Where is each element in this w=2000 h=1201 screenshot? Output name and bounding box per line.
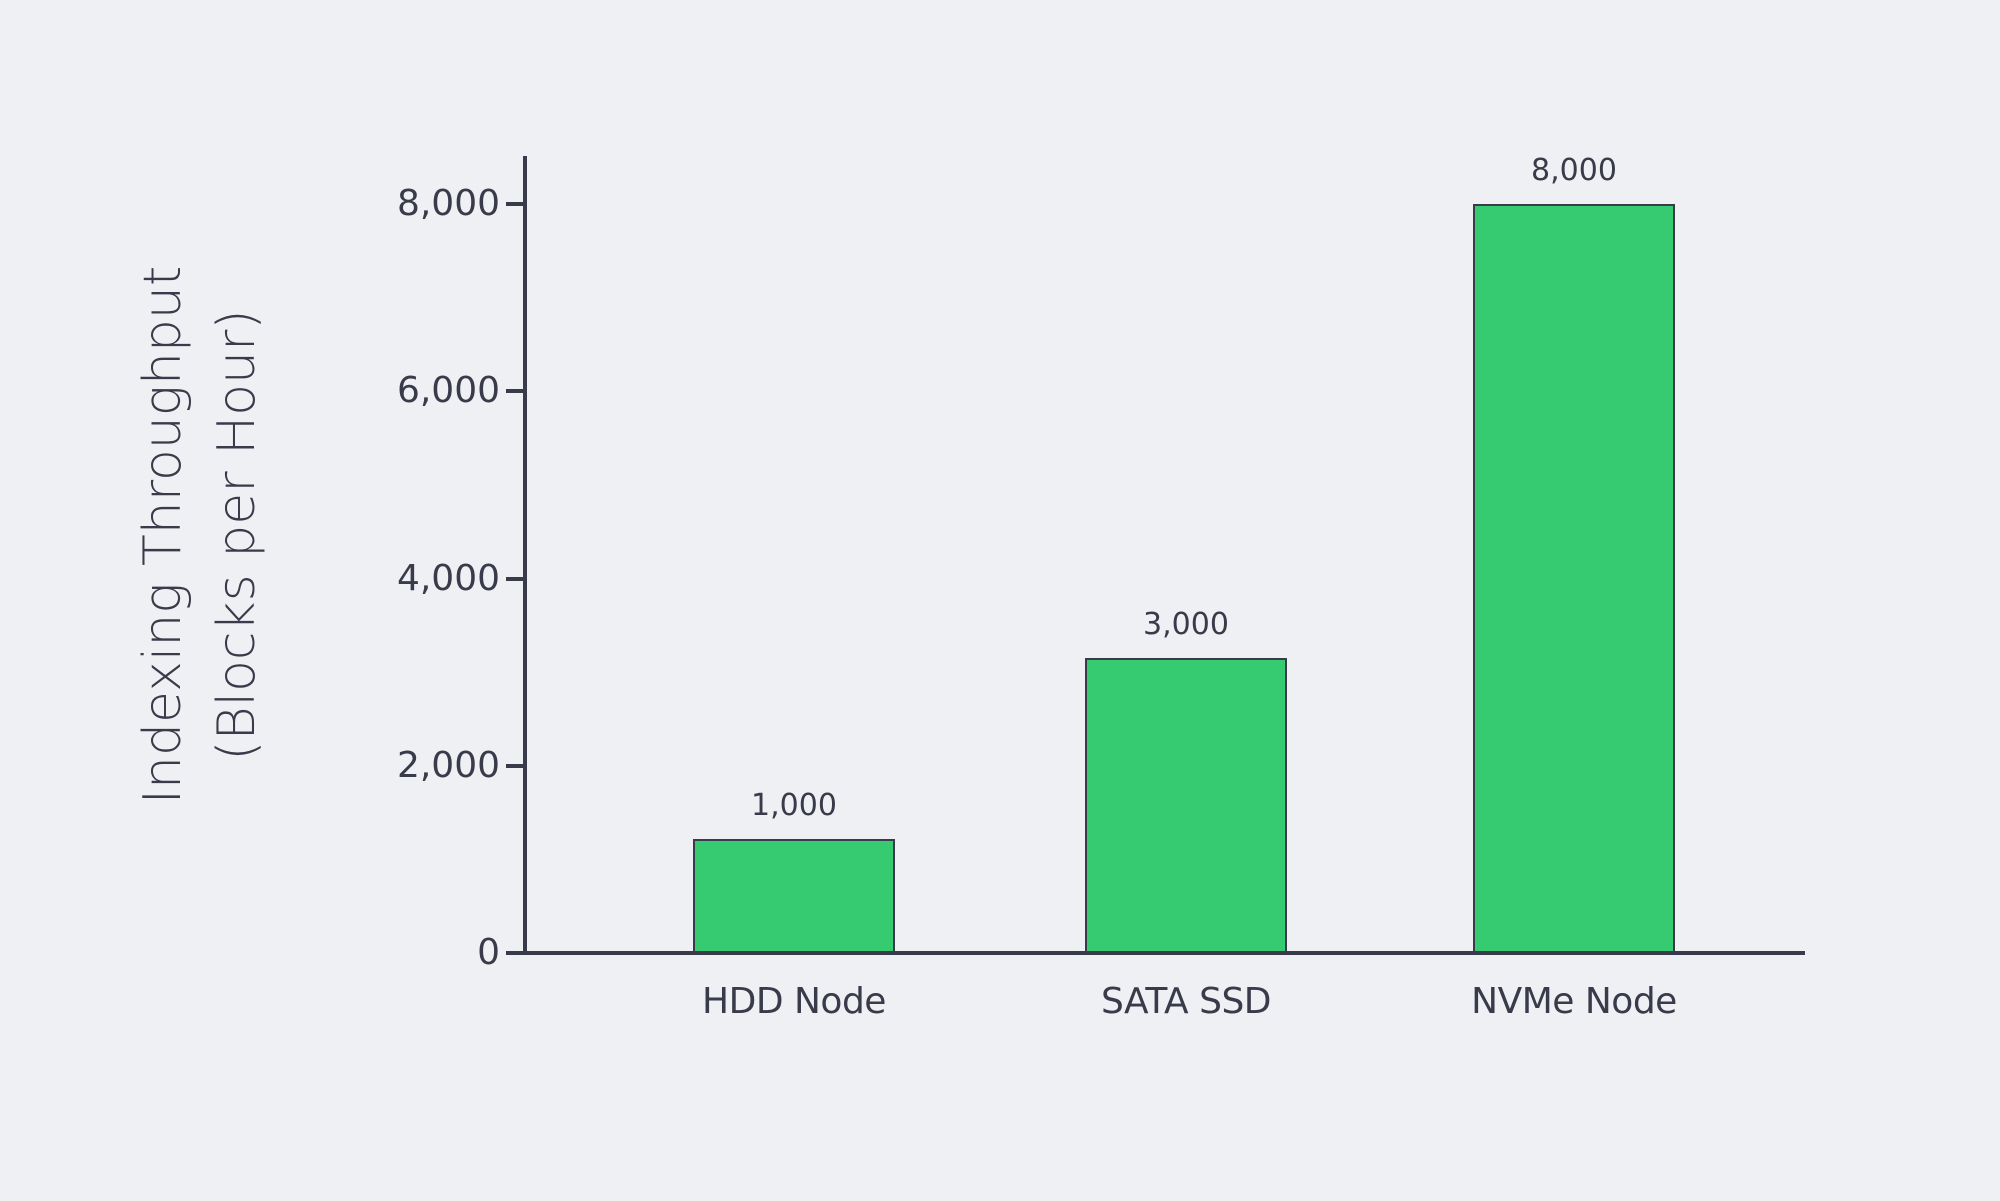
y-tick [506,763,525,768]
y-tick [506,389,525,394]
y-axis-title-line-2: (Blocks per Hour) [207,309,267,761]
x-category-label: HDD Node [702,981,886,1022]
data-label: 8,000 [1531,153,1617,188]
data-label: 3,000 [1143,607,1229,643]
y-tick-label: 2,000 [396,744,500,786]
y-tick-label: 8,000 [396,183,500,224]
y-axis [523,156,527,955]
y-axis-title-line-1: Indexing Throughput [133,265,193,805]
y-tick-label: 6,000 [396,370,500,412]
y-tick [506,202,525,206]
bar-hdd-node [693,838,895,953]
y-tick [506,576,525,581]
y-tick-label: 4,000 [396,557,500,599]
bar-sata-ssd [1085,658,1287,953]
y-tick-label: 0 [477,932,500,973]
bar-nvme-node [1473,204,1675,953]
data-label: 1,000 [751,787,837,823]
x-category-label: SATA SSD [1100,981,1272,1022]
x-axis [506,951,1805,955]
x-category-label: NVMe Node [1471,981,1677,1022]
y-axis-title: Indexing Throughput (Blocks per Hour) [126,266,274,805]
